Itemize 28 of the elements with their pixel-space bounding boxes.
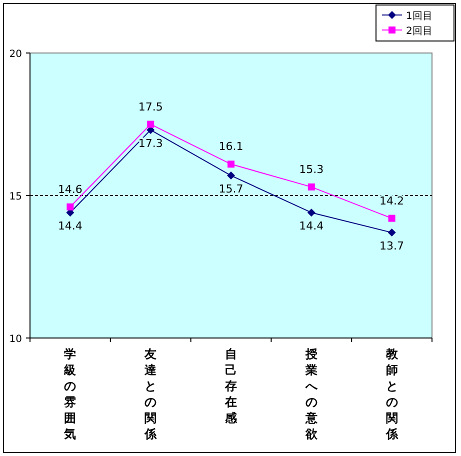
- y-tick-label: 10: [9, 334, 22, 345]
- x-tick-label: 自己存在感: [224, 347, 238, 425]
- point: [308, 183, 315, 190]
- point: [66, 203, 74, 210]
- point: [388, 214, 396, 222]
- point: [388, 228, 396, 237]
- data-label: 14.4: [58, 220, 82, 233]
- data-label: 14.2: [380, 194, 404, 208]
- point: [307, 208, 316, 217]
- x-tick-label: 学級の雰囲気: [63, 347, 78, 441]
- data-label: 17.3: [138, 136, 163, 150]
- y-tick-label: 15: [9, 192, 22, 202]
- data-label: 15.3: [299, 162, 324, 176]
- point: [227, 172, 235, 180]
- x-tick-label: 教師との関係: [384, 347, 399, 441]
- data-label: 15.7: [218, 182, 244, 196]
- data-label: 14.4: [299, 220, 324, 233]
- data-label: 16.1: [218, 140, 244, 154]
- legend-label: 1回目: [406, 11, 432, 22]
- data-label: 14.6: [58, 182, 82, 196]
- point: [228, 160, 234, 168]
- data-label: 17.5: [138, 100, 163, 114]
- x-tick-label: 友達との関係: [144, 347, 158, 441]
- legend-label: 2回目: [406, 26, 432, 37]
- data-label: 13.7: [380, 240, 404, 253]
- x-tick-label: 授業への意欲: [304, 347, 318, 441]
- point: [147, 120, 154, 128]
- y-tick-label: 20: [9, 49, 22, 60]
